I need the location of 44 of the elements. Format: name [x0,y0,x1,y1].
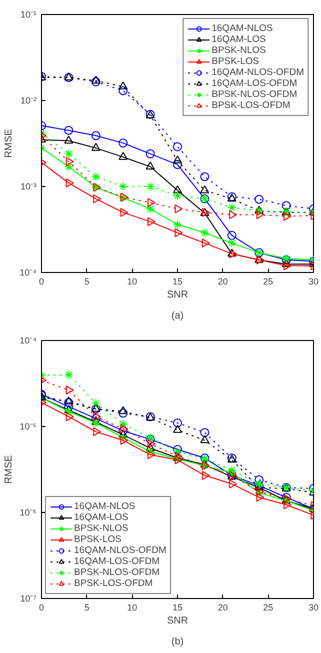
legend-label: 16QAM-LOS-OFDM [212,78,298,89]
x-tick-label: 10 [127,602,138,612]
legend-label: 16QAM-NLOS [212,23,273,34]
y-axis-title: RMSE [4,128,15,158]
legend-label: 16QAM-NLOS-OFDM [74,545,166,556]
x-tick-label: 20 [218,602,228,612]
y-tick-label: 10⁻² [20,96,37,106]
legend-label: 16QAM-LOS [74,512,128,523]
x-tick-label: 30 [308,276,319,286]
legend-label: BPSK-LOS-OFDM [74,578,153,589]
legend-label: BPSK-NLOS-OFDM [74,567,160,578]
legend-label: BPSK-NLOS-OFDM [212,89,298,100]
legend-label: BPSK-NLOS [212,45,266,56]
x-tick-label: 25 [263,602,274,612]
y-tick-label: 10⁻⁴ [20,268,37,278]
legend-label: BPSK-LOS-OFDM [212,100,290,111]
text: (a) [171,310,184,322]
legend-label: BPSK-LOS [74,534,122,545]
x-tick-label: 15 [172,276,183,286]
y-tick-label: 10⁻⁵ [20,422,37,432]
x-tick-label: 0 [38,602,44,612]
y-tick-label: 10⁻⁶ [20,508,37,518]
y-tick-label: 10⁻¹ [20,10,37,20]
y-tick-label: 10⁻⁴ [20,336,37,346]
x-axis-title: SNR [166,290,188,300]
x-tick-label: 15 [172,602,183,612]
legend-label: BPSK-LOS [212,56,260,67]
y-axis-title: RMSE [4,454,15,484]
legend-label: 16QAM-NLOS [74,501,136,512]
legend-label: 16QAM-LOS-OFDM [74,556,160,567]
x-tick-label: 20 [218,276,228,286]
y-tick-label: 10⁻³ [20,182,37,192]
x-axis-title: SNR [166,616,188,626]
text: (b) [171,636,184,648]
x-tick-label: 10 [127,276,138,286]
legend-label: 16QAM-NLOS-OFDM [212,67,304,78]
x-tick-label: 5 [84,602,90,612]
legend-label: 16QAM-LOS [212,34,266,45]
x-tick-label: 0 [38,276,44,286]
x-tick-label: 30 [308,602,319,612]
y-tick-label: 10⁻⁷ [20,594,37,604]
legend-label: BPSK-NLOS [74,523,128,534]
x-tick-label: 25 [263,276,274,286]
x-tick-label: 5 [84,276,90,286]
